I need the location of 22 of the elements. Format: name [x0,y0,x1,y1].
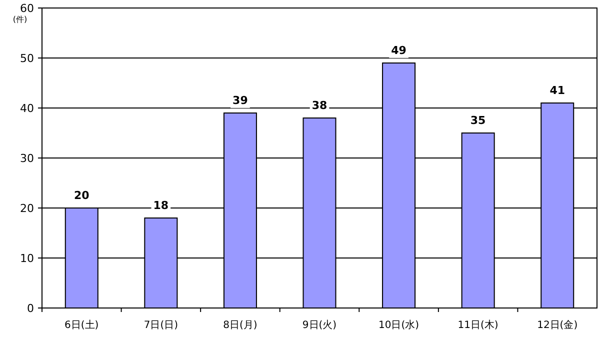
x-tick-label: 9日(火) [302,319,337,331]
x-tick-label: 11日(木) [458,319,498,331]
y-tick-label: 0 [27,302,34,315]
data-label: 41 [550,84,566,97]
data-label: 38 [312,99,328,112]
y-tick-label: 30 [20,152,34,165]
x-tick-label: 12日(金) [537,319,578,331]
y-tick-label: 50 [20,52,34,65]
x-tick-label: 6日(土) [64,319,99,331]
y-tick-label: 60 [20,2,34,15]
data-label: 49 [391,44,406,57]
y-tick-label: 40 [20,102,34,115]
data-label: 35 [470,114,486,127]
data-label: 39 [232,94,248,107]
y-tick-label: 10 [20,252,34,265]
data-label: 18 [153,199,169,212]
x-tick-label: 8日(月) [223,320,258,331]
x-tick-label: 10日(水) [378,319,420,331]
y-axis-title: (件) [12,15,28,24]
x-tick-label: 7日(日) [144,320,178,331]
data-label: 20 [74,189,90,202]
y-tick-label: 20 [20,202,34,215]
